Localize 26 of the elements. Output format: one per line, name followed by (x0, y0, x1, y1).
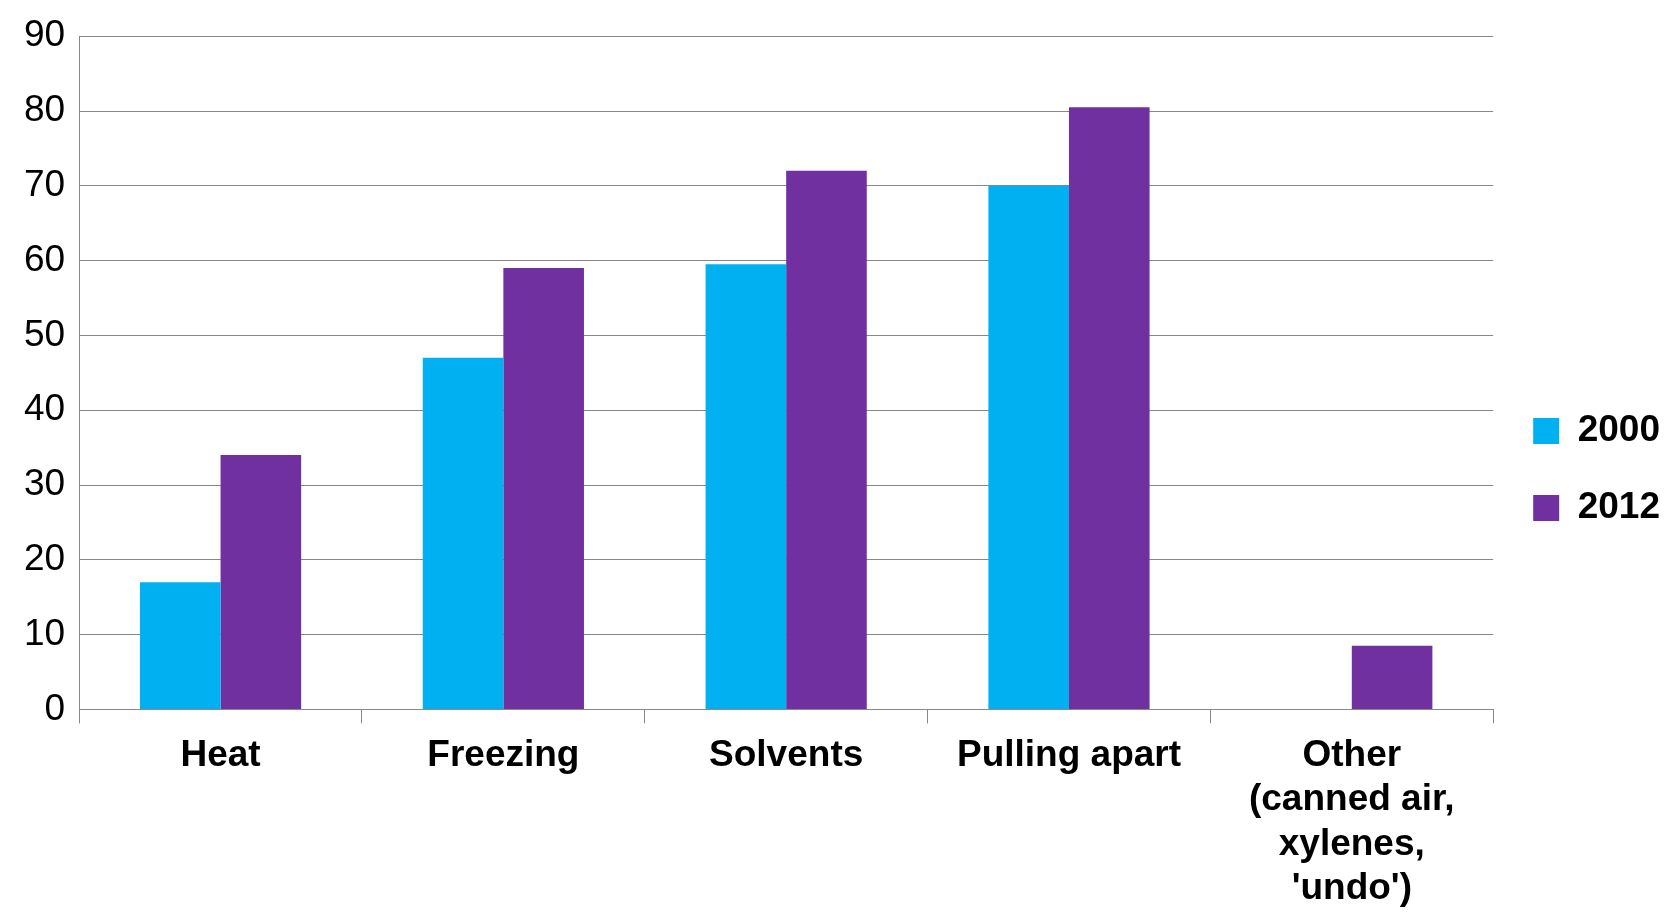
x-tick-label: Solvents (709, 732, 864, 774)
bar (1351, 645, 1433, 709)
x-tick-label: Heat (180, 732, 261, 774)
y-tick-label: 10 (24, 611, 66, 653)
bar (220, 455, 302, 709)
y-tick-label: 80 (24, 88, 66, 130)
y-tick-label: 30 (24, 462, 66, 504)
bar (503, 268, 584, 709)
y-tick-label: 20 (24, 537, 66, 578)
y-tick-label: 50 (24, 312, 66, 354)
bar (139, 582, 221, 709)
bar (988, 185, 1069, 709)
x-tick-label: Freezing (427, 732, 580, 774)
legend-label: 2000 (1577, 408, 1660, 450)
y-tick-label: 60 (24, 237, 66, 279)
y-tick-label: 90 (24, 13, 66, 55)
y-tick-label: 70 (24, 163, 66, 204)
bar (422, 357, 504, 709)
y-tick-label: 40 (24, 387, 66, 429)
legend-label: 2012 (1577, 485, 1660, 527)
y-tick-label: 0 (44, 686, 66, 728)
bar (786, 170, 867, 709)
x-tick-label: Other (canned air, xylenes, 'undo') (1248, 732, 1455, 907)
bar (1068, 107, 1150, 709)
x-tick-label: Pulling apart (956, 732, 1182, 774)
bar (705, 264, 787, 709)
